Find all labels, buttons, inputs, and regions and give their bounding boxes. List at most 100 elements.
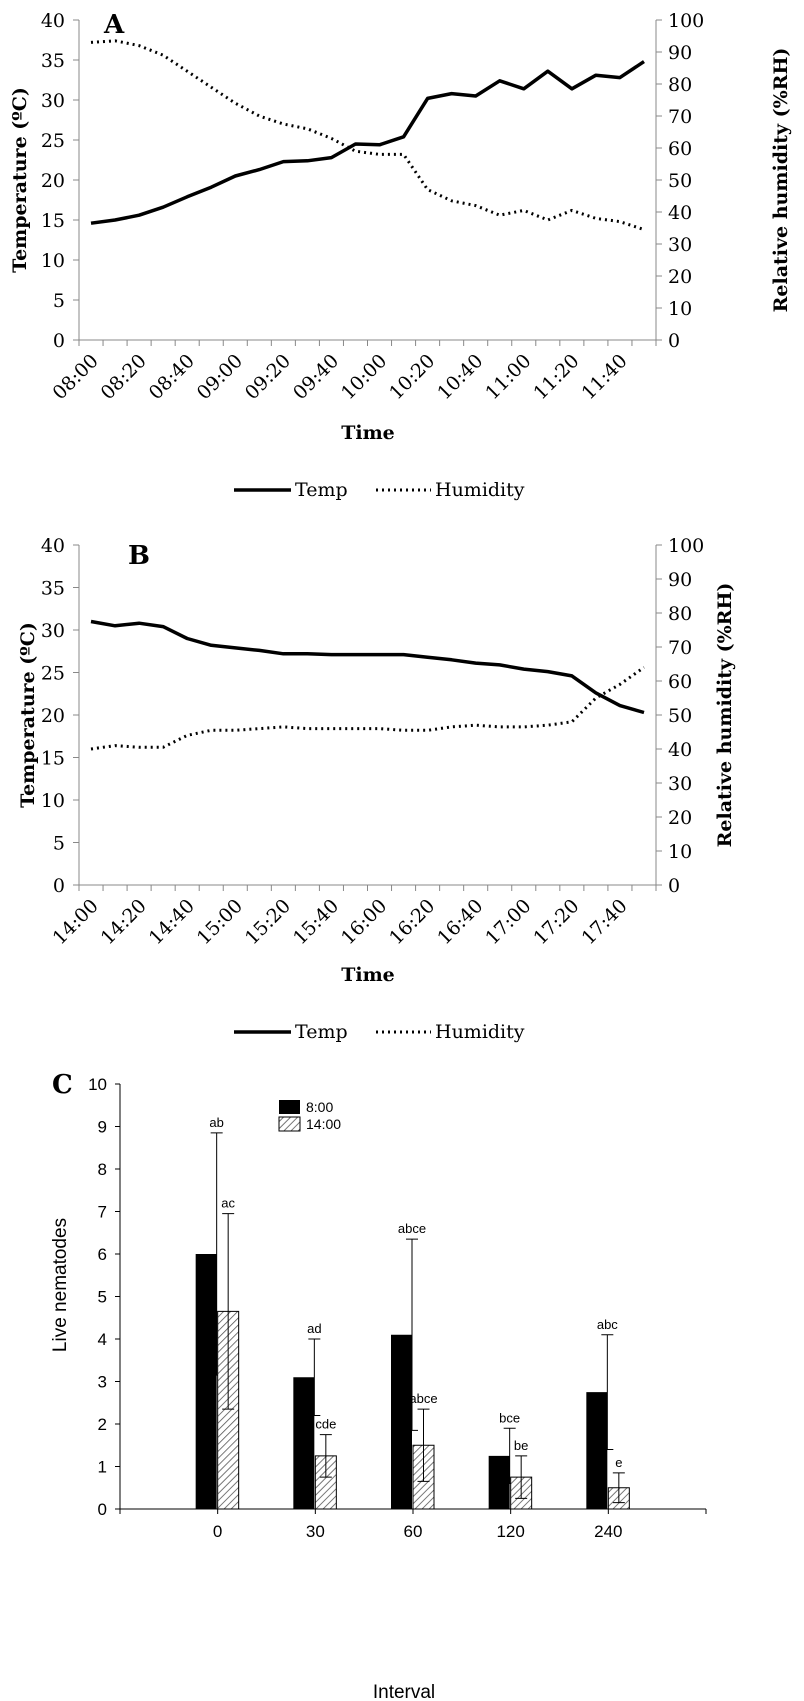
panel-c-legend-8-label: 8:00 [306, 1099, 333, 1115]
panel-c-significance-label: ab [209, 1115, 223, 1130]
panel-a-x-tick-label: 09:40 [289, 350, 343, 404]
panel-b-label: B [128, 541, 150, 571]
panel-c-y-tick-label: 0 [98, 1500, 107, 1519]
panel-a-y-right-tick-label: 30 [668, 234, 692, 256]
panel-c-x-axis-title: Interval [373, 1682, 435, 1701]
panel-b-y-left-title: Temperature (ºC) [17, 622, 39, 808]
panel-a-temp-series-line [90, 60, 645, 225]
panel-c-y-tick-label: 6 [98, 1245, 107, 1264]
panel-b-y-right-tick-label: 50 [668, 705, 692, 727]
panel-b-y-right-tick-label: 70 [668, 637, 692, 659]
panel-a-y-left-tick-label: 35 [41, 50, 65, 72]
panel-b-y-right-tick-label: 60 [668, 671, 692, 693]
panel-c-y-tick-label: 5 [98, 1288, 107, 1307]
panel-c-significance-label: abc [597, 1317, 618, 1332]
panel-a-y-right-tick-label: 100 [668, 10, 704, 32]
panel-a-x-tick-label: 10:40 [433, 350, 487, 404]
panel-b-y-left-tick-label: 15 [41, 748, 65, 770]
panel-b-x-tick-label: 15:40 [289, 895, 343, 949]
panel-a-y-right-tick-label: 80 [668, 74, 692, 96]
panel-b-y-left-tick-label: 10 [41, 790, 65, 812]
panel-b-x-tick-label: 16:40 [433, 895, 487, 949]
panel-a-y-right-tick-label: 20 [668, 266, 692, 288]
panel-b-y-right-tick-label: 90 [668, 569, 692, 591]
panel-a-x-tick-label: 08:40 [145, 350, 199, 404]
panel-b-x-axis-title: Time [341, 964, 395, 986]
panel-c-y-tick-label: 9 [98, 1118, 107, 1137]
panel-c-legend-14-label: 14:00 [306, 1116, 341, 1132]
panel-b-x-tick-label: 17:00 [481, 895, 535, 949]
panel-c-legend: 8:00 14:00 [278, 1099, 341, 1132]
panel-c-chart: C Interval Live nematodes 8:00 14:00 012… [50, 1070, 707, 1701]
panel-c-significance-label: cde [315, 1417, 336, 1432]
panel-b-y-right-tick-label: 100 [668, 535, 704, 557]
panel-b-x-tick-label: 15:00 [193, 895, 247, 949]
panel-a-legend-temp-label: Temp [295, 479, 348, 501]
panel-a-y-right-tick-label: 90 [668, 42, 692, 64]
panel-a-y-right-tick-label: 40 [668, 202, 692, 224]
panel-a-y-left-tick-label: 15 [41, 210, 65, 232]
panel-b-y-left-tick-label: 35 [41, 578, 65, 600]
panel-c-y-axis-title: Live nematodes [50, 1218, 71, 1352]
panel-c-bar-8-0 [195, 1254, 217, 1509]
panel-a-x-tick-label: 10:00 [337, 350, 391, 404]
panel-b-y-left-tick-label: 5 [53, 833, 65, 855]
panel-a-x-tick-label: 10:20 [385, 350, 439, 404]
panel-a-y-left-tick-label: 25 [41, 130, 65, 152]
panel-c-label: C [52, 1070, 73, 1100]
panel-c-significance-label: ad [307, 1321, 321, 1336]
panel-a-y-right-tick-label: 10 [668, 298, 692, 320]
panel-c-significance-label: abce [409, 1391, 437, 1406]
panel-a-x-tick-label: 11:00 [481, 350, 535, 404]
panel-a-x-axis-title: Time [341, 422, 395, 444]
panel-c-x-tick-label: 30 [306, 1522, 325, 1541]
panel-a-legend-humidity-label: Humidity [435, 479, 525, 501]
panel-b-y-left-tick-label: 30 [41, 620, 65, 642]
panel-b-legend-humidity-label: Humidity [435, 1021, 525, 1043]
panel-b-y-right-tick-label: 0 [668, 875, 680, 897]
panel-a-x-tick-label: 09:00 [193, 350, 247, 404]
panel-a-y-right-tick-label: 0 [668, 330, 680, 352]
panel-b-legend: Temp Humidity [234, 1021, 525, 1043]
panel-c-y-tick-label: 2 [98, 1415, 107, 1434]
panel-c-y-tick-label: 3 [98, 1373, 107, 1392]
panel-a-x-tick-label: 08:20 [97, 350, 151, 404]
panel-b-y-left-tick-label: 40 [41, 535, 65, 557]
panel-b-x-tick-label: 14:20 [97, 895, 151, 949]
panel-c-y-tick-label: 7 [98, 1203, 107, 1222]
panel-c-legend-14-swatch [278, 1116, 301, 1132]
panel-a-legend: Temp Humidity [234, 479, 525, 501]
panel-a-y-right-tick-label: 70 [668, 106, 692, 128]
panel-a-y-left-tick-label: 30 [41, 90, 65, 112]
panel-c-significance-label: bce [499, 1410, 520, 1425]
panel-b-temp-series-line [90, 619, 645, 715]
panel-b-x-tick-label: 17:20 [529, 895, 583, 949]
panel-b-y-right-tick-label: 10 [668, 841, 692, 863]
panel-a-x-tick-label: 09:20 [241, 350, 295, 404]
panel-a-y-left-tick-label: 20 [41, 170, 65, 192]
panel-a-y-left-title: Temperature (ºC) [9, 87, 31, 273]
panel-a-y-right-title: Relative humidity (%RH) [770, 48, 792, 313]
panel-c-x-tick-label: 240 [594, 1522, 622, 1541]
panel-c-x-tick-label: 120 [496, 1522, 524, 1541]
panel-b-x-tick-label: 16:20 [385, 895, 439, 949]
panel-c-bar-8-30 [293, 1377, 315, 1509]
panel-c-y-tick-label: 1 [98, 1458, 107, 1477]
panel-b-x-tick-label: 14:40 [145, 895, 199, 949]
panel-b-y-left-tick-label: 25 [41, 663, 65, 685]
panel-b-chart: B Time Temperature (ºC) Relative humidit… [17, 535, 736, 1043]
panel-c-significance-label: abce [398, 1221, 426, 1236]
panel-a-x-tick-label: 08:00 [49, 350, 103, 404]
panel-c-significance-label: be [514, 1438, 528, 1453]
panel-a-y-right-tick-label: 50 [668, 170, 692, 192]
panel-c-bar-8-240 [586, 1392, 608, 1509]
panel-b-x-tick-label: 17:40 [577, 895, 631, 949]
panel-c-x-tick-label: 0 [213, 1522, 222, 1541]
panel-a-x-tick-label: 11:20 [529, 350, 583, 404]
panel-b-legend-temp-label: Temp [295, 1021, 348, 1043]
panel-c-x-tick-label: 60 [404, 1522, 423, 1541]
panel-c-significance-label: ac [221, 1196, 235, 1211]
panel-a-label: A [103, 10, 125, 40]
panel-b-y-right-title: Relative humidity (%RH) [714, 583, 736, 848]
panel-c-legend-8-swatch [279, 1100, 300, 1114]
